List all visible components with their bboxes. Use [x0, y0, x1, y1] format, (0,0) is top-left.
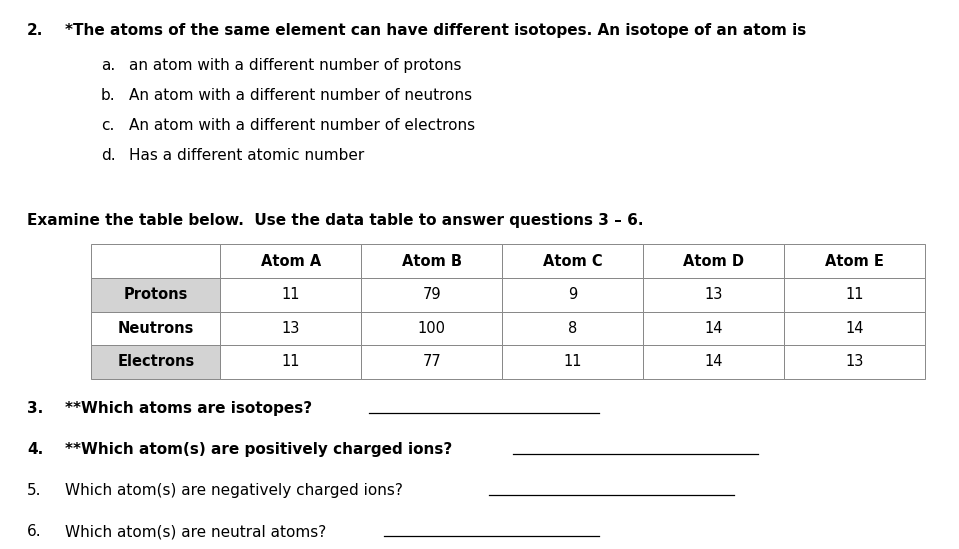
Bar — [643, 345, 784, 379]
Bar — [503, 345, 643, 379]
Text: **Which atoms are isotopes?: **Which atoms are isotopes? — [65, 401, 313, 416]
Text: 14: 14 — [705, 355, 723, 369]
Text: d.: d. — [101, 148, 115, 163]
Text: 14: 14 — [705, 321, 723, 336]
Text: Atom C: Atom C — [543, 254, 603, 268]
Text: 4.: 4. — [27, 442, 43, 457]
Text: Atom A: Atom A — [261, 254, 321, 268]
Text: 14: 14 — [846, 321, 864, 336]
Text: *The atoms of the same element can have different isotopes. An isotope of an ato: *The atoms of the same element can have … — [65, 23, 807, 38]
Text: Atom E: Atom E — [826, 254, 884, 268]
Bar — [221, 244, 362, 278]
Bar — [362, 311, 503, 345]
Bar — [91, 345, 221, 379]
Text: 11: 11 — [282, 355, 300, 369]
Bar — [362, 345, 503, 379]
Text: Atom B: Atom B — [402, 254, 462, 268]
Bar — [221, 345, 362, 379]
Text: 8: 8 — [569, 321, 577, 336]
Text: 13: 13 — [846, 355, 864, 369]
Text: An atom with a different number of electrons: An atom with a different number of elect… — [129, 118, 476, 133]
Bar — [643, 278, 784, 312]
Text: 9: 9 — [569, 287, 577, 302]
Bar — [643, 311, 784, 345]
Text: 11: 11 — [564, 355, 582, 369]
Text: Atom D: Atom D — [684, 254, 744, 268]
Bar — [91, 244, 221, 278]
Text: 2.: 2. — [27, 23, 43, 38]
Text: Neutrons: Neutrons — [118, 321, 194, 336]
Text: 77: 77 — [423, 355, 441, 369]
Bar — [362, 244, 503, 278]
Text: An atom with a different number of neutrons: An atom with a different number of neutr… — [129, 88, 473, 103]
Bar — [784, 244, 925, 278]
Text: 100: 100 — [418, 321, 446, 336]
Text: Protons: Protons — [124, 287, 188, 302]
Text: an atom with a different number of protons: an atom with a different number of proto… — [129, 58, 462, 72]
Text: c.: c. — [101, 118, 114, 133]
Bar — [503, 244, 643, 278]
Bar — [362, 278, 503, 312]
Bar — [91, 278, 221, 312]
Bar — [643, 244, 784, 278]
Bar — [503, 311, 643, 345]
Text: 5.: 5. — [27, 483, 41, 498]
Bar — [784, 278, 925, 312]
Text: 13: 13 — [282, 321, 300, 336]
Text: Electrons: Electrons — [117, 355, 195, 369]
Text: Has a different atomic number: Has a different atomic number — [129, 148, 364, 163]
Text: 6.: 6. — [27, 524, 41, 539]
Text: 79: 79 — [423, 287, 441, 302]
Bar — [503, 278, 643, 312]
Bar — [91, 311, 221, 345]
Text: 3.: 3. — [27, 401, 43, 416]
Text: Which atom(s) are neutral atoms?: Which atom(s) are neutral atoms? — [65, 524, 326, 539]
Text: **Which atom(s) are positively charged ions?: **Which atom(s) are positively charged i… — [65, 442, 453, 457]
Bar — [221, 278, 362, 312]
Bar — [784, 311, 925, 345]
Text: b.: b. — [101, 88, 115, 103]
Text: Which atom(s) are negatively charged ions?: Which atom(s) are negatively charged ion… — [65, 483, 403, 498]
Text: a.: a. — [101, 58, 115, 72]
Text: 11: 11 — [846, 287, 864, 302]
Bar — [221, 311, 362, 345]
Bar — [784, 345, 925, 379]
Text: 13: 13 — [705, 287, 723, 302]
Text: Examine the table below.  Use the data table to answer questions 3 – 6.: Examine the table below. Use the data ta… — [27, 213, 643, 228]
Text: 11: 11 — [282, 287, 300, 302]
